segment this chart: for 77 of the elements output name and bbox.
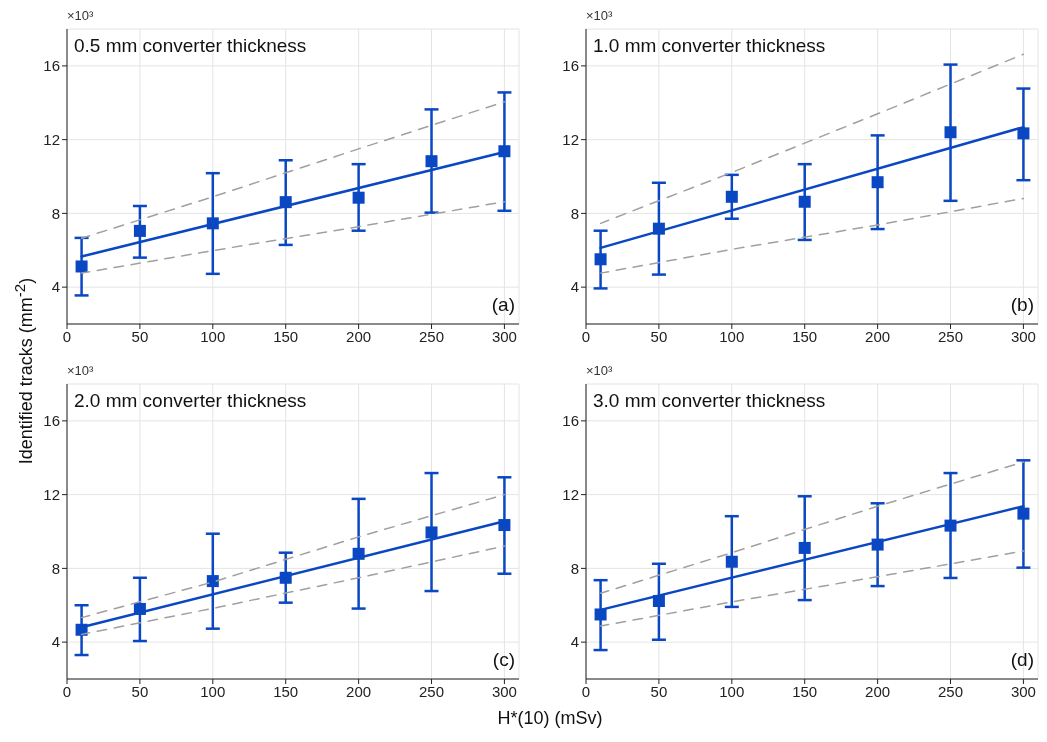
point	[798, 541, 811, 554]
y-tick-label: 8	[51, 559, 60, 577]
y-tick-label: 12	[562, 485, 579, 503]
point	[352, 191, 365, 204]
line-series	[80, 101, 506, 240]
chart-title: 2.0 mm converter thickness	[74, 390, 307, 412]
line-series	[80, 493, 506, 619]
point	[798, 195, 811, 208]
y-tick-label: 16	[43, 412, 60, 430]
point	[425, 155, 438, 168]
point	[206, 575, 219, 588]
x-tick-label: 300	[1010, 327, 1036, 345]
x-tick-label: 150	[792, 682, 818, 700]
y-tick-label: 4	[570, 633, 579, 651]
annotation: (b)	[1009, 294, 1034, 316]
x-tick-label: 300	[491, 682, 517, 700]
y-tick-label: 4	[51, 278, 60, 296]
y-tick-label: 8	[570, 559, 579, 577]
x-tick-label: 50	[650, 327, 668, 345]
point	[75, 260, 88, 273]
y-tick-label: 12	[43, 130, 60, 148]
x-axis-title: H*(10) (mSv)	[496, 708, 604, 729]
chart-title: 1.0 mm converter thickness	[593, 35, 826, 57]
x-tick-label: 0	[581, 682, 591, 700]
x-tick-label: 100	[200, 327, 226, 345]
x-tick-label: 100	[719, 682, 745, 700]
x-tick-label: 300	[1010, 682, 1036, 700]
text: ×10³	[586, 8, 613, 23]
point	[725, 190, 738, 203]
point	[425, 526, 438, 539]
x-tick-label: 150	[273, 327, 299, 345]
line-series	[599, 461, 1025, 595]
point	[133, 224, 146, 237]
x-tick-label: 300	[491, 327, 517, 345]
y-tick-label: 8	[570, 204, 579, 222]
x-tick-label: 100	[200, 682, 226, 700]
x-tick-label: 250	[419, 327, 445, 345]
x-tick-label: 0	[62, 327, 72, 345]
y-tick-label: 16	[43, 57, 60, 75]
line-series	[599, 197, 1025, 274]
x-tick-label: 100	[719, 327, 745, 345]
x-tick-label: 200	[865, 682, 891, 700]
x-tick-label: 250	[938, 327, 964, 345]
x-tick-label: 50	[131, 682, 149, 700]
annotation: (c)	[491, 649, 515, 671]
chart-title: 0.5 mm converter thickness	[74, 35, 307, 57]
annotation: (d)	[1009, 649, 1034, 671]
y-tick-label: 12	[562, 130, 579, 148]
annotation: (a)	[490, 294, 515, 316]
text: ×10³	[67, 363, 94, 378]
y-tick-label: 16	[562, 412, 579, 430]
y-tick-label: 4	[51, 633, 60, 651]
x-tick-label: 200	[865, 327, 891, 345]
y-tick-label: 12	[43, 485, 60, 503]
x-tick-label: 250	[419, 682, 445, 700]
x-tick-label: 0	[581, 327, 591, 345]
x-tick-label: 250	[938, 682, 964, 700]
x-tick-label: 200	[346, 327, 372, 345]
point	[725, 555, 738, 568]
x-tick-label: 150	[273, 682, 299, 700]
line-series	[599, 550, 1025, 627]
y-tick-label: 8	[51, 204, 60, 222]
point	[1017, 507, 1030, 520]
y-tick-label: 4	[570, 278, 579, 296]
point	[871, 176, 884, 189]
x-tick-label: 50	[650, 682, 668, 700]
x-tick-label: 200	[346, 682, 372, 700]
y-tick-label: 16	[562, 57, 579, 75]
point	[944, 126, 957, 139]
x-tick-label: 0	[62, 682, 72, 700]
point	[594, 253, 607, 266]
x-tick-label: 150	[792, 327, 818, 345]
text: ×10³	[67, 8, 94, 23]
x-tick-label: 50	[131, 327, 149, 345]
text: ×10³	[586, 363, 613, 378]
line-series	[599, 53, 1025, 225]
chart-title: 3.0 mm converter thickness	[593, 390, 826, 412]
